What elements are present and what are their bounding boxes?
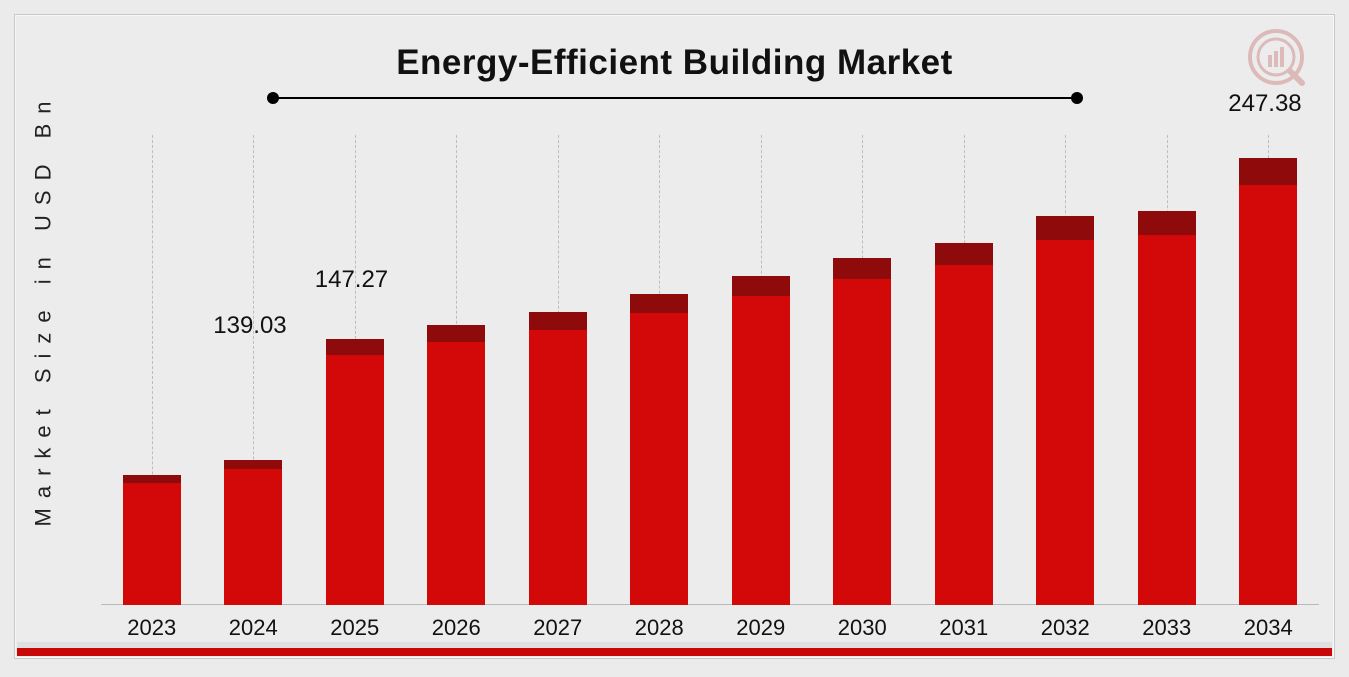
bar-cap (427, 325, 485, 342)
bar-body (529, 330, 587, 605)
value-callout: 247.38 (1228, 90, 1301, 118)
bar-cap (630, 294, 688, 313)
bar (935, 243, 993, 605)
x-axis-tick-label: 2026 (406, 615, 508, 641)
bar-body (833, 279, 891, 605)
x-axis-tick-label: 2025 (304, 615, 406, 641)
plot-area: 2023202420252026202720282029203020312032… (101, 135, 1319, 605)
title-underline (273, 97, 1077, 99)
bar-body (1036, 240, 1094, 605)
bar (529, 312, 587, 605)
bar-slot: 2030 (812, 258, 914, 605)
x-axis-tick-label: 2023 (101, 615, 203, 641)
x-axis-tick-label: 2024 (203, 615, 305, 641)
x-axis-tick-label: 2030 (812, 615, 914, 641)
x-axis-tick-label: 2029 (710, 615, 812, 641)
x-axis-tick-label: 2028 (609, 615, 711, 641)
bar-cap (1036, 216, 1094, 239)
bar-cap (224, 460, 282, 469)
bar-body (630, 313, 688, 605)
bar (630, 294, 688, 605)
chart-frame: Energy-Efficient Building Market Market … (14, 14, 1335, 659)
bar-body (1239, 185, 1297, 605)
bar-slot: 2027 (507, 312, 609, 605)
bar-slot: 2024 (203, 460, 305, 605)
bar (1239, 158, 1297, 605)
bar-slot: 2031 (913, 243, 1015, 605)
bar (326, 339, 384, 605)
bar-cap (1138, 211, 1196, 235)
bar-cap (529, 312, 587, 330)
value-callout: 139.03 (213, 312, 286, 340)
bar (833, 258, 891, 605)
bar-body (326, 355, 384, 605)
bar-slot: 2025 (304, 339, 406, 605)
x-axis-tick-label: 2032 (1015, 615, 1117, 641)
bar (1138, 211, 1196, 605)
x-axis-tick-label: 2027 (507, 615, 609, 641)
y-axis-label-text: Market Size in USD Bn (30, 92, 56, 527)
footer-red-band (17, 648, 1332, 656)
bar-body (224, 469, 282, 605)
bar-cap (123, 475, 181, 483)
bar-cap (1239, 158, 1297, 185)
x-axis-tick-label: 2033 (1116, 615, 1218, 641)
bar-slot: 2029 (710, 276, 812, 605)
bar-slot: 2034 (1218, 158, 1320, 605)
bar-body (935, 265, 993, 605)
y-axis-label: Market Size in USD Bn (23, 15, 63, 603)
bar-cap (732, 276, 790, 296)
bar-cap (326, 339, 384, 355)
bar-slot: 2028 (609, 294, 711, 605)
bar-slot: 2033 (1116, 211, 1218, 605)
bar-cap (833, 258, 891, 279)
bar-body (427, 342, 485, 605)
value-callout: 147.27 (315, 266, 388, 294)
x-axis-tick-label: 2034 (1218, 615, 1320, 641)
bars-container: 2023202420252026202720282029203020312032… (101, 135, 1319, 605)
bar (427, 325, 485, 605)
bar (123, 475, 181, 605)
bar (1036, 216, 1094, 605)
bar-body (1138, 235, 1196, 605)
chart-title: Energy-Efficient Building Market (15, 43, 1334, 83)
bar (732, 276, 790, 605)
bar-body (123, 483, 181, 605)
bar (224, 460, 282, 605)
bar-slot: 2032 (1015, 216, 1117, 605)
bar-slot: 2023 (101, 475, 203, 605)
x-axis-tick-label: 2031 (913, 615, 1015, 641)
bar-cap (935, 243, 993, 265)
bar-body (732, 296, 790, 605)
bar-slot: 2026 (406, 325, 508, 605)
